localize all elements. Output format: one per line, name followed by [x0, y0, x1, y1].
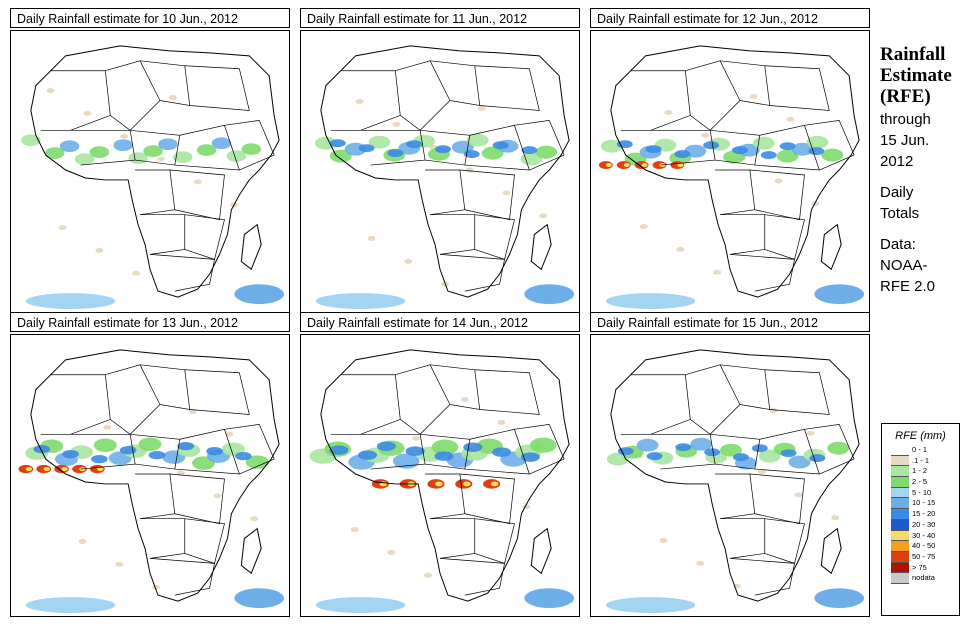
map-panel: Daily Rainfall estimate for 15 Jun., 201… [590, 312, 870, 617]
legend-swatch [891, 455, 909, 467]
data-source-rfe: RFE 2.0 [880, 278, 936, 295]
data-label: Data: [880, 236, 916, 253]
madagascar-outline [240, 527, 262, 575]
rainfall-map [300, 30, 580, 313]
map-panel: Daily Rainfall estimate for 14 Jun., 201… [300, 312, 580, 617]
legend-label: 50 - 75 [912, 551, 936, 561]
africa-outline [610, 349, 860, 602]
africa-map-svg [605, 349, 865, 614]
africa-outline [610, 45, 860, 298]
legend-item: nodata [882, 573, 959, 584]
legend-swatch [891, 541, 909, 552]
rainfall-map [10, 30, 290, 313]
rainfall-map [300, 334, 580, 617]
legend-label: 10 - 15 [912, 498, 936, 508]
madagascar-outline [820, 223, 842, 271]
africa-outline [320, 45, 570, 298]
legend-label: 0 - 1 [912, 445, 928, 454]
legend-title: RFE (mm) [895, 430, 946, 442]
through-label: through [880, 111, 931, 128]
africa-map-svg [18, 349, 285, 614]
legend-label: 30 - 40 [912, 530, 936, 540]
title-rfe: (RFE) [880, 86, 931, 107]
africa-outline [30, 349, 280, 602]
panel-title: Daily Rainfall estimate for 10 Jun., 201… [10, 8, 290, 28]
legend-item: .1 - 1 [882, 455, 959, 467]
legend-swatch [891, 466, 909, 478]
legend-label: 1 - 2 [912, 466, 928, 476]
legend-label: .1 - 1 [912, 455, 930, 465]
legend-label: 20 - 30 [912, 519, 936, 529]
legend-item: 50 - 75 [882, 551, 959, 563]
title-estimate: Estimate [880, 65, 952, 86]
legend-label: 40 - 50 [912, 541, 936, 551]
africa-map-svg [314, 45, 575, 310]
legend-swatch [891, 487, 909, 499]
title-rainfall: Rainfall [880, 44, 946, 65]
legend-swatch [891, 573, 909, 584]
legend-label: 5 - 10 [912, 487, 932, 497]
legend-swatch [891, 498, 909, 510]
legend-item: 40 - 50 [882, 541, 959, 552]
through-year: 2012 [880, 153, 914, 170]
map-panel: Daily Rainfall estimate for 10 Jun., 201… [10, 8, 290, 313]
legend-label: > 75 [912, 562, 927, 572]
totals-label: Totals [880, 205, 920, 222]
legend-swatch [891, 562, 909, 574]
map-panel: Daily Rainfall estimate for 13 Jun., 201… [10, 312, 290, 617]
legend-item: 5 - 10 [882, 487, 959, 499]
daily-label: Daily [880, 184, 914, 201]
legend-label: 2 - 5 [912, 477, 928, 487]
legend-swatch [891, 445, 909, 456]
data-source-noaa: NOAA- [880, 257, 928, 274]
legend-swatch [891, 519, 909, 531]
legend-item: 10 - 15 [882, 498, 959, 510]
africa-map-svg [598, 45, 865, 310]
legend-item: 1 - 2 [882, 466, 959, 478]
madagascar-outline [530, 527, 552, 575]
panel-title: Daily Rainfall estimate for 11 Jun., 201… [300, 8, 580, 28]
legend-swatch [891, 509, 909, 520]
rainfall-map [590, 30, 870, 313]
map-panel: Daily Rainfall estimate for 12 Jun., 201… [590, 8, 870, 313]
rainfall-map [590, 334, 870, 617]
rainfall-map [10, 334, 290, 617]
panel-title: Daily Rainfall estimate for 13 Jun., 201… [10, 312, 290, 332]
legend-label: nodata [912, 573, 935, 583]
madagascar-outline [530, 223, 552, 271]
legend-item: 30 - 40 [882, 530, 959, 542]
africa-outline [320, 349, 570, 602]
panel-title: Daily Rainfall estimate for 12 Jun., 201… [590, 8, 870, 28]
legend-label: 15 - 20 [912, 509, 936, 519]
legend-swatch [891, 530, 909, 542]
map-panel: Daily Rainfall estimate for 11 Jun., 201… [300, 8, 580, 313]
madagascar-outline [820, 527, 842, 575]
legend-item: 20 - 30 [882, 519, 959, 531]
legend-item: 15 - 20 [882, 509, 959, 520]
panel-title: Daily Rainfall estimate for 15 Jun., 201… [590, 312, 870, 332]
legend-swatch [891, 551, 909, 563]
africa-map-svg [21, 45, 285, 310]
legend-item: 0 - 1 [882, 445, 959, 456]
through-date: 15 Jun. [880, 132, 930, 149]
legend-item: 2 - 5 [882, 477, 959, 488]
panel-title: Daily Rainfall estimate for 14 Jun., 201… [300, 312, 580, 332]
africa-outline [30, 45, 280, 298]
legend-item: > 75 [882, 562, 959, 574]
madagascar-outline [240, 223, 262, 271]
africa-map-svg [309, 349, 575, 614]
legend-swatch [891, 477, 909, 488]
map-title-block: Rainfall Estimate (RFE) through 15 Jun. … [880, 44, 966, 297]
